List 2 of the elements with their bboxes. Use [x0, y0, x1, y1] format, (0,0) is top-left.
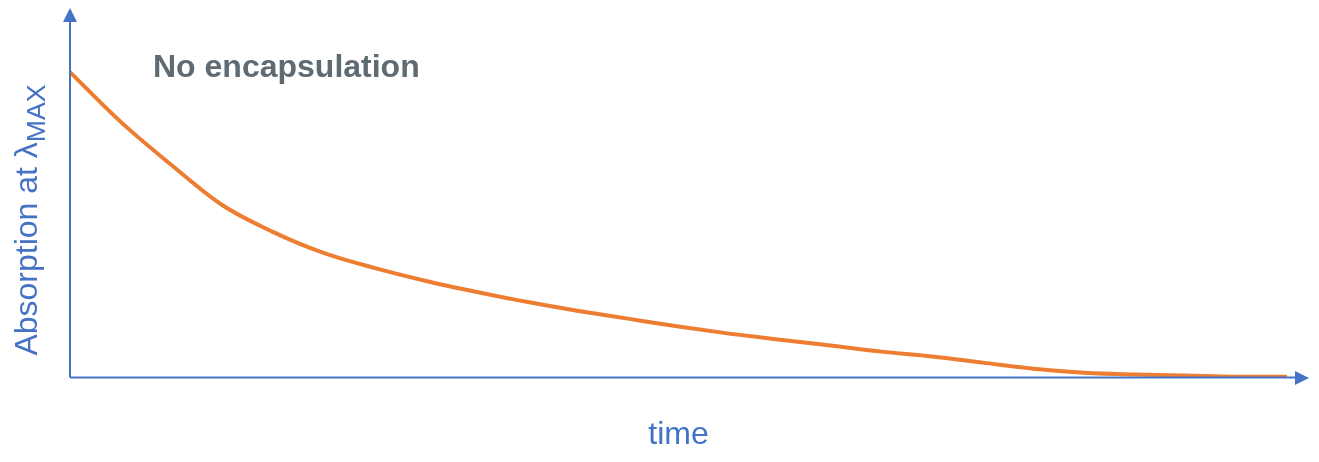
- x-axis-title: time: [648, 414, 709, 451]
- chart-title: No encapsulation: [153, 47, 420, 84]
